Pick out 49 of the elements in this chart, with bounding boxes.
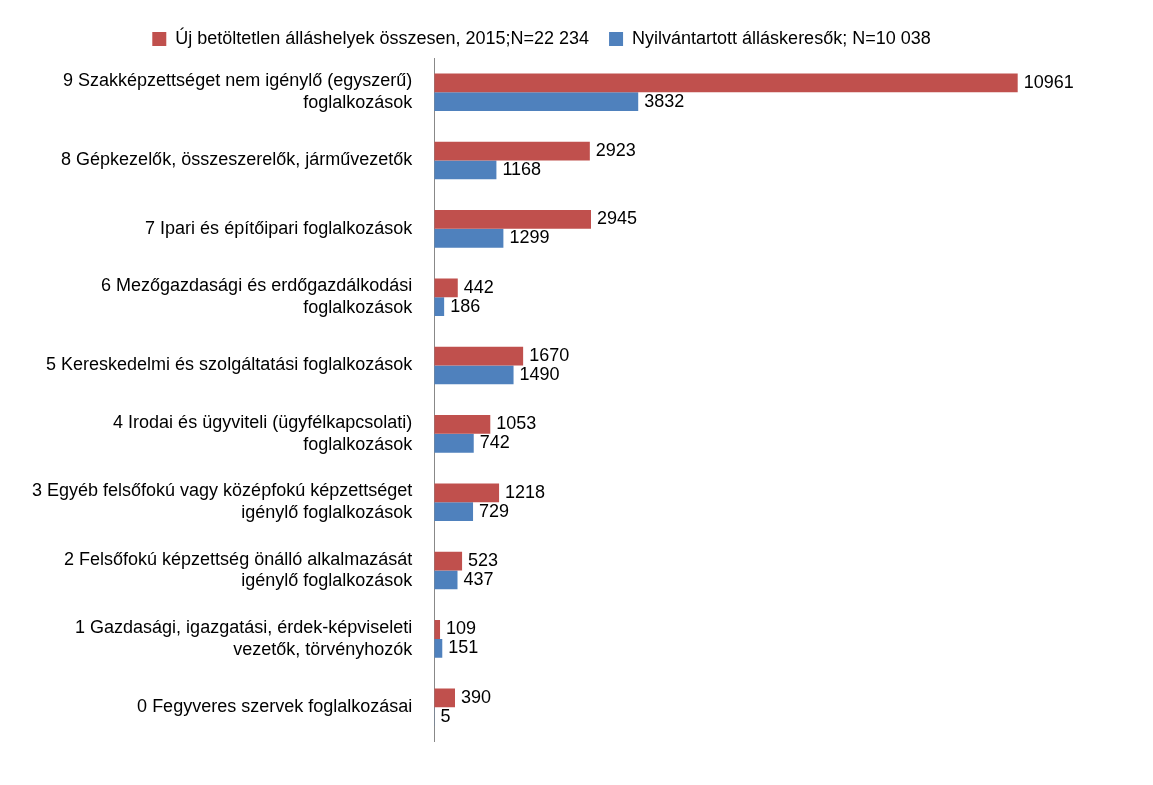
data-label: 2923 (595, 140, 636, 161)
bar (434, 141, 590, 161)
bar (434, 228, 504, 248)
y-tick-label: 6 Mezőgazdasági és erdőgazdálkodási foglalkozások (101, 275, 414, 317)
bar (434, 346, 524, 366)
bar (434, 483, 500, 503)
data-label: 729 (479, 500, 510, 521)
legend-label: Új betöltetlen álláshelyek összesen, 2015;N=22 234 (175, 26, 590, 48)
data-label: 437 (463, 568, 494, 589)
bar (434, 73, 1018, 93)
data-label: 1490 (519, 363, 560, 384)
bar (434, 433, 474, 453)
data-label: 2945 (597, 208, 638, 229)
bar (434, 688, 455, 708)
data-label: 442 (463, 276, 494, 297)
data-label: 1670 (529, 345, 570, 366)
data-label: 742 (479, 432, 510, 453)
y-tick-label: 1 Gazdasági, igazgatási, érdek-képviseleti vezetők, törvényhozók (75, 617, 414, 659)
y-tick-label: 8 Gépkezelők, összeszerelők, járművezetők (61, 149, 414, 170)
bar (434, 297, 445, 316)
y-tick-label: 2 Felsőfokú képzettség önálló alkalmazását igénylő foglalkozások (64, 548, 414, 591)
data-label: 390 (461, 686, 492, 707)
bar (434, 551, 463, 571)
data-label: 3832 (644, 90, 685, 111)
bar (434, 278, 458, 298)
y-tick-label: 5 Kereskedelmi és szolgáltatási foglalkozások (46, 354, 414, 375)
data-label: 1053 (496, 413, 537, 434)
y-tick-label: 0 Fegyveres szervek foglalkozásai (137, 696, 413, 717)
y-tick-label: 7 Ipari és építőipari foglalkozások (145, 217, 414, 238)
bar (434, 415, 491, 434)
y-tick-label: 9 Szakképzettséget nem igénylő (egyszerű) foglalkozások (63, 70, 414, 112)
data-label: 1299 (509, 227, 550, 248)
bar (434, 210, 591, 229)
data-label: 10961 (1023, 71, 1074, 92)
legend-label: Nyilvántartott álláskeresők; N=10 038 (632, 27, 931, 48)
bar (434, 502, 474, 521)
data-label: 109 (446, 618, 477, 639)
bar (434, 570, 458, 590)
data-label: 1168 (502, 158, 542, 179)
bar (434, 160, 497, 180)
bar (434, 92, 639, 111)
data-label: 151 (448, 637, 479, 658)
data-label: 5 (440, 705, 451, 726)
y-tick-label: 3 Egyéb felsőfokú vagy középfokú képzettséget igénylő foglalkozások (31, 480, 414, 522)
bar (434, 365, 514, 385)
data-label: 1218 (505, 481, 546, 502)
y-tick-label: 4 Irodai és ügyviteli (ügyfélkapcsolati) foglalkozások (113, 412, 414, 454)
data-label: 186 (450, 295, 481, 316)
data-label: 523 (468, 550, 499, 571)
